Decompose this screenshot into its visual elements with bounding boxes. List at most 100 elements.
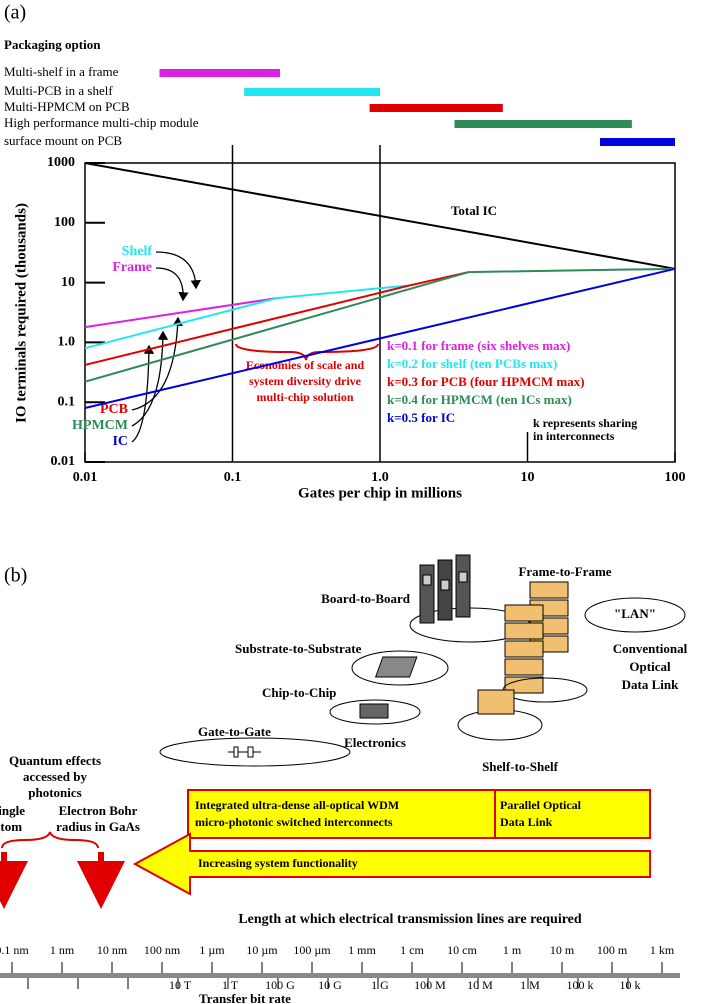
substrate [376, 657, 417, 677]
scale-label: Electronics [344, 735, 406, 750]
packaging-bar [160, 69, 281, 77]
x-axis-title: Gates per chip in millions [298, 485, 462, 501]
bitrate-label: 100 k [567, 978, 594, 992]
length-label: 1 cm [400, 943, 424, 957]
scale-label: Data Link [622, 677, 679, 692]
length-label: 100 nm [144, 943, 181, 957]
box-text: micro-photonic switched interconnects [195, 815, 393, 829]
bitrate-label: 1 M [520, 978, 540, 992]
length-label: 100 µm [293, 943, 331, 957]
length-label: 1 mm [348, 943, 376, 957]
chip [360, 704, 388, 718]
scale-label: Substrate-to-Substrate [235, 641, 362, 656]
annotation: in interconnects [533, 429, 615, 443]
panel-label: (a) [4, 2, 26, 24]
y-tick-label: 0.1 [58, 394, 76, 409]
length-label: 10 m [550, 943, 575, 957]
note: photonics [28, 785, 81, 800]
note: atom [0, 819, 22, 834]
scale-label: "LAN" [614, 606, 656, 621]
packaging-bar [455, 120, 632, 128]
packaging-label: Multi-shelf in a frame [4, 64, 119, 79]
length-label: 10 µm [246, 943, 278, 957]
figure: (a) Packaging option IO terminals requir… [0, 0, 704, 1004]
packaging-title: Packaging option [4, 37, 101, 52]
shelf [478, 690, 514, 714]
brace [2, 832, 98, 848]
scale-title: Transfer bit rate [199, 991, 291, 1004]
y-axis-title: IO terminals required (thousands) [13, 203, 29, 423]
y-tick-label: 0.01 [51, 454, 76, 469]
bitrate-label: 10 k [620, 978, 641, 992]
scale-label: Optical [629, 659, 671, 674]
boards [420, 555, 470, 623]
bitrate-label: 10 T [169, 978, 192, 992]
scale-label: Shelf-to-Shelf [482, 759, 559, 774]
length-label: 100 m [597, 943, 628, 957]
packaging-label: Multi-PCB in a shelf [4, 83, 113, 98]
legend-entry: k=0.2 for shelf (ten PCBs max) [387, 356, 557, 371]
note: radius in GaAs [56, 819, 140, 834]
legend-entry: k=0.5 for IC [387, 410, 455, 425]
length-label: 1 µm [199, 943, 225, 957]
panel-a: (a) Packaging option IO terminals requir… [4, 2, 686, 502]
legend-entry: k=0.3 for PCB (four HPMCM max) [387, 374, 585, 389]
box-text: Parallel Optical [500, 798, 582, 812]
line-label: HPMCM [72, 418, 128, 433]
panel-b: (b) Board-to-Board Frame-to-Frame "LAN" … [0, 555, 688, 1004]
note: Quantum effects [9, 753, 101, 768]
scale-title: Length at which electrical transmission … [238, 912, 582, 927]
line-label: IC [112, 434, 128, 449]
x-tick-label: 100 [665, 470, 686, 485]
line-label: Frame [112, 260, 152, 275]
length-label: 1 km [650, 943, 675, 957]
annotation: multi-chip solution [256, 390, 353, 404]
annotation: Total IC [451, 203, 497, 218]
label-arrows [132, 252, 196, 442]
scale-label: Conventional [613, 641, 688, 656]
length-label: 10 nm [97, 943, 128, 957]
bitrate-label: 100 M [414, 978, 446, 992]
bitrate-label: 100 G [265, 978, 295, 992]
y-tick-label: 100 [54, 215, 75, 230]
bitrate-label: 1 T [222, 978, 239, 992]
length-label: 1 m [503, 943, 522, 957]
x-tick-label: 1.0 [371, 470, 389, 485]
arrow-text: Increasing system functionality [198, 856, 358, 870]
note: accessed by [23, 769, 87, 784]
x-tick-label: 0.1 [224, 470, 242, 485]
box-text: Integrated ultra-dense all-optical WDM [195, 798, 399, 812]
packaging-label: High performance multi-chip module [4, 115, 199, 130]
bitrate-label: 10 M [467, 978, 493, 992]
packaging-bar [600, 138, 675, 146]
packaging-bar [370, 104, 503, 112]
y-tick-label: 10 [61, 275, 75, 290]
packaging-bar [244, 88, 380, 96]
y-tick-label: 1000 [47, 155, 75, 170]
box-text: Data Link [500, 815, 553, 829]
length-label: 10 cm [447, 943, 477, 957]
packaging-label: Multi-HPMCM on PCB [4, 99, 130, 114]
scale-label: Gate-to-Gate [198, 724, 271, 739]
scale-label: Board-to-Board [321, 591, 411, 606]
gate [228, 747, 261, 757]
annotation: k represents sharing [533, 416, 637, 430]
annotation: system diversity drive [249, 374, 362, 388]
packaging-label: surface mount on PCB [4, 133, 122, 148]
note: Electron Bohr [59, 803, 138, 818]
panel-label: (b) [4, 565, 27, 587]
scale-label: Frame-to-Frame [518, 564, 611, 579]
bitrate-label: 1 G [371, 978, 389, 992]
line-label: Shelf [122, 244, 153, 259]
legend-entry: k=0.4 for HPMCM (ten ICs max) [387, 392, 572, 407]
y-tick-label: 1.0 [58, 335, 76, 350]
bitrate-label: 10 G [318, 978, 342, 992]
legend-entry: k=0.1 for frame (six shelves max) [387, 338, 570, 353]
length-label: 0.1 nm [0, 943, 29, 957]
frames [503, 582, 587, 702]
scale-label: Chip-to-Chip [262, 685, 336, 700]
x-tick-label: 0.01 [73, 470, 98, 485]
length-label: 1 nm [50, 943, 75, 957]
note: Single [0, 803, 25, 818]
series-line [85, 285, 410, 348]
